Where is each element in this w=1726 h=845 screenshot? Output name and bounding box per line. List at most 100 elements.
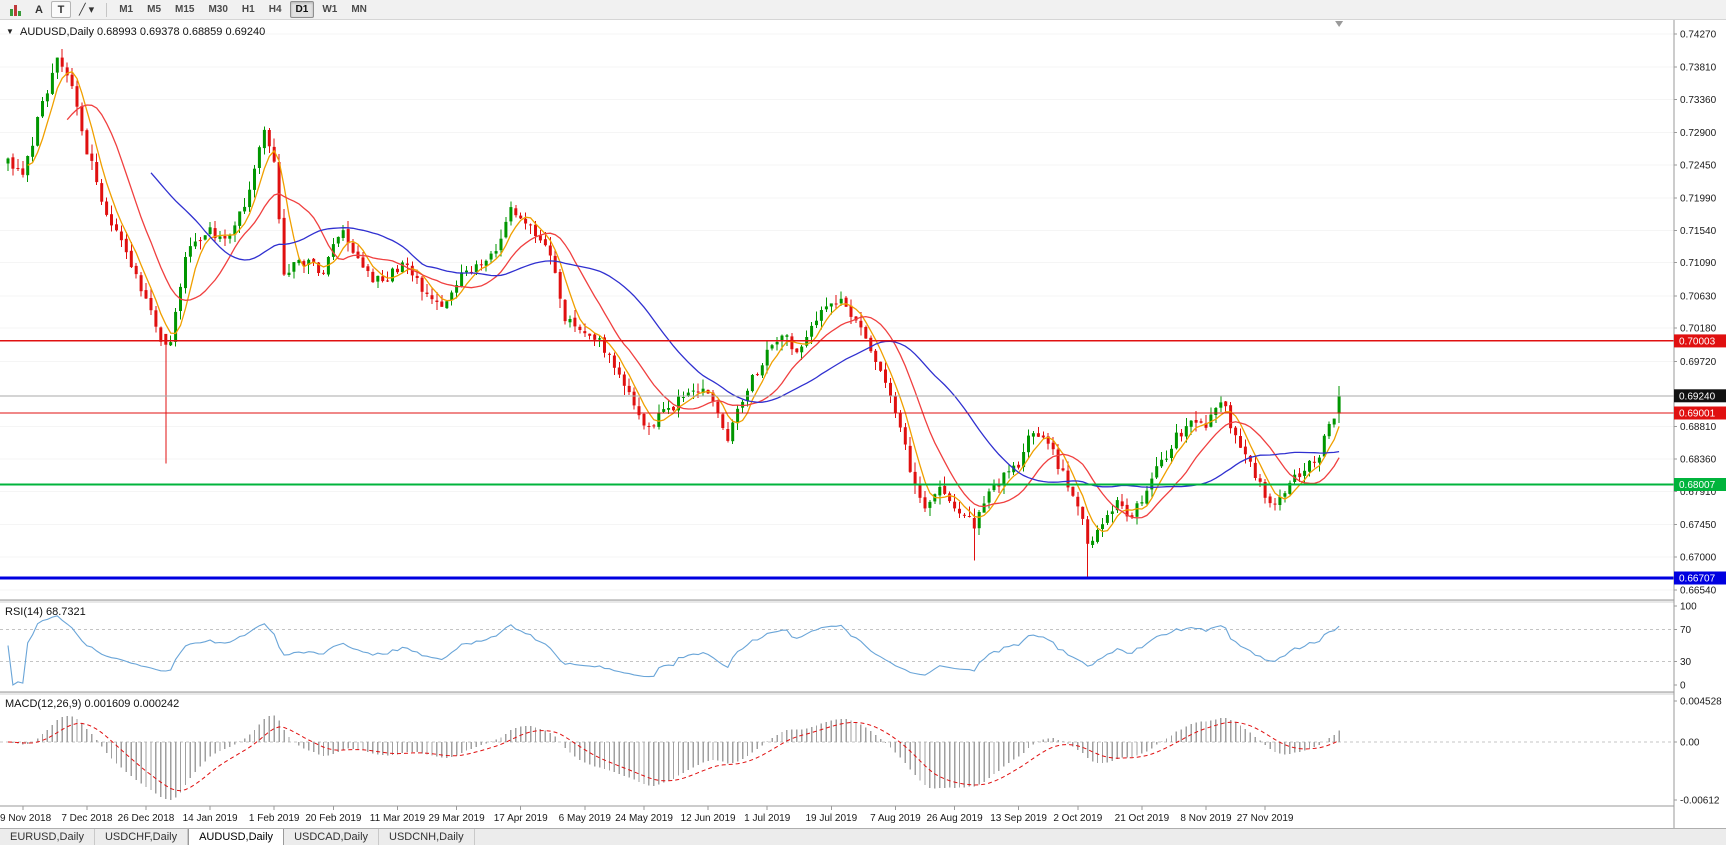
price-scale-label: 0.67450 [1680, 520, 1717, 531]
price-scale-label: 0.73360 [1680, 95, 1717, 106]
date-label: 17 Apr 2019 [494, 813, 548, 824]
date-label: 7 Aug 2019 [870, 813, 921, 824]
text-annotation-tool[interactable]: A [35, 3, 43, 16]
text-tool[interactable]: T [51, 1, 71, 18]
chart-shift-marker-icon[interactable] [1335, 21, 1344, 27]
support-level-badge [1674, 406, 1726, 420]
price-scale-label: 0.70180 [1680, 324, 1717, 335]
resistance-level-badge [1674, 334, 1726, 348]
panel-splitter[interactable] [0, 692, 1726, 695]
timeframe-m1-button[interactable]: M1 [119, 4, 134, 15]
chart-tab-eurusd-daily[interactable]: EURUSD,Daily [0, 829, 95, 845]
date-axis[interactable]: 19 Nov 2018 7 Dec 2018 26 Dec 2018 14 Jan 2… [0, 806, 1294, 824]
rsi-indicator-label: RSI(14) 68.7321 [5, 606, 86, 618]
macd-indicator-label: MACD(12,26,9) 0.001609 0.000242 [5, 698, 179, 710]
date-label: 29 Mar 2019 [429, 813, 486, 824]
timeframe-h4-button[interactable]: H4 [268, 4, 282, 15]
chart-background [0, 20, 1726, 828]
price-scale-label: 0.67910 [1680, 487, 1717, 498]
macd-scale-label: 0.00 [1680, 738, 1700, 749]
candlestick-series [6, 49, 1341, 578]
rsi-scale-label: 0 [1680, 681, 1686, 692]
panel-splitter[interactable] [0, 600, 1726, 603]
macd-signal-line [7, 721, 1340, 792]
ma-mid-line [66, 104, 1340, 519]
price-scale[interactable]: 0.74270 0.73810 0.73360 0.72900 0.72450 0.719… [1673, 20, 1726, 828]
macd-scale-label: -0.00612 [1680, 796, 1720, 807]
timeframe-w1-button[interactable]: W1 [322, 4, 338, 15]
chart-candlestick-icon[interactable] [4, 1, 27, 18]
date-label: 26 Dec 2018 [118, 813, 175, 824]
ma-slow-line [150, 172, 1340, 488]
chart-tab-audusd-daily[interactable]: AUDUSD,Daily [188, 829, 285, 845]
date-label: 20 Feb 2019 [305, 813, 362, 824]
price-badge-label: 0.70003 [1679, 336, 1716, 347]
timeframe-m15-button[interactable]: M15 [175, 4, 195, 15]
price-scale-label: 0.66540 [1680, 586, 1717, 597]
toolbar-tools: A T ╱ ▾ [4, 1, 100, 18]
date-label: 26 Aug 2019 [927, 813, 984, 824]
rsi-panel [0, 615, 1674, 686]
chart-tab-usdcnh-daily[interactable]: USDCNH,Daily [379, 829, 475, 845]
chart-tab-usdchf-daily[interactable]: USDCHF,Daily [95, 829, 189, 845]
date-label: 19 Nov 2018 [0, 813, 52, 824]
toolbar: A T ╱ ▾ M1 M5 M15 M30 H1 H4 D1 W1 MN [0, 0, 1726, 20]
price-badge-label: 0.69240 [1679, 391, 1716, 402]
date-label: 8 Nov 2019 [1180, 813, 1232, 824]
support-level-badge [1674, 571, 1726, 585]
date-label: 1 Feb 2019 [249, 813, 300, 824]
date-label: 2 Oct 2019 [1053, 813, 1102, 824]
price-scale-label: 0.69720 [1680, 357, 1717, 368]
ma-fast-line [27, 71, 1340, 533]
date-label: 24 May 2019 [615, 813, 673, 824]
rsi-line [7, 615, 1340, 686]
date-label: 19 Jul 2019 [805, 813, 857, 824]
date-label: 14 Jan 2019 [183, 813, 238, 824]
chart-canvas[interactable]: 19 Nov 2018 7 Dec 2018 26 Dec 2018 14 Jan 2… [0, 20, 1726, 828]
price-scale-label: 0.68810 [1680, 422, 1717, 433]
timeframe-d1-button[interactable]: D1 [289, 1, 315, 18]
macd-panel [0, 715, 1674, 800]
price-badge-label: 0.66707 [1679, 574, 1716, 585]
chart-tab-bar: EURUSD,Daily USDCHF,Daily AUDUSD,Daily USDC… [0, 828, 1726, 845]
rsi-scale-label: 100 [1680, 602, 1697, 613]
date-label: 13 Sep 2019 [990, 813, 1047, 824]
price-badge-label: 0.68007 [1679, 480, 1716, 491]
date-label: 11 Mar 2019 [370, 813, 426, 824]
price-scale-label: 0.70630 [1680, 291, 1717, 302]
draw-line-tool-icon[interactable]: ╱ ▾ [79, 4, 95, 16]
price-scale-label: 0.71540 [1680, 226, 1717, 237]
price-badge-label: 0.69001 [1679, 409, 1716, 420]
chart-title-ohlc: AUDUSD,Daily 0.68993 0.69378 0.68859 0.6… [20, 26, 265, 38]
rsi-scale-label: 30 [1680, 657, 1692, 668]
date-label: 7 Dec 2018 [61, 813, 113, 824]
moving-average-lines [27, 71, 1340, 533]
timeframe-h1-button[interactable]: H1 [241, 4, 255, 15]
price-scale-label: 0.68360 [1680, 455, 1717, 466]
macd-scale-label: 0.004528 [1680, 697, 1722, 708]
date-label: 12 Jun 2019 [681, 813, 736, 824]
price-scale-label: 0.71090 [1680, 258, 1717, 269]
price-scale-label: 0.72900 [1680, 128, 1717, 139]
price-scale-label: 0.74270 [1680, 30, 1717, 41]
rsi-scale-label: 70 [1680, 625, 1692, 636]
support-level-badge [1674, 478, 1726, 491]
price-scale-label: 0.73810 [1680, 63, 1717, 74]
price-scale-label: 0.72450 [1680, 160, 1717, 171]
timeframe-buttons: M1 M5 M15 M30 H1 H4 D1 W1 MN [113, 1, 373, 18]
date-label: 1 Jul 2019 [744, 813, 791, 824]
date-label: 6 May 2019 [559, 813, 612, 824]
chart-layers: 19 Nov 2018 7 Dec 2018 26 Dec 2018 14 Jan 2… [0, 20, 1726, 828]
timeframe-m5-button[interactable]: M5 [147, 4, 162, 15]
chart-collapse-caret-icon[interactable]: ▼ [6, 27, 14, 36]
timeframe-mn-button[interactable]: MN [351, 4, 367, 15]
chart-tab-usdcad-daily[interactable]: USDCAD,Daily [284, 829, 380, 845]
current-price-badge [1674, 389, 1726, 403]
price-scale-label: 0.71990 [1680, 194, 1717, 205]
price-scale-label: 0.67000 [1680, 552, 1717, 563]
date-label: 27 Nov 2019 [1237, 813, 1294, 824]
horizontal-level-lines[interactable] [0, 340, 1674, 580]
date-label: 21 Oct 2019 [1115, 813, 1170, 824]
timeframe-m30-button[interactable]: M30 [208, 4, 228, 15]
